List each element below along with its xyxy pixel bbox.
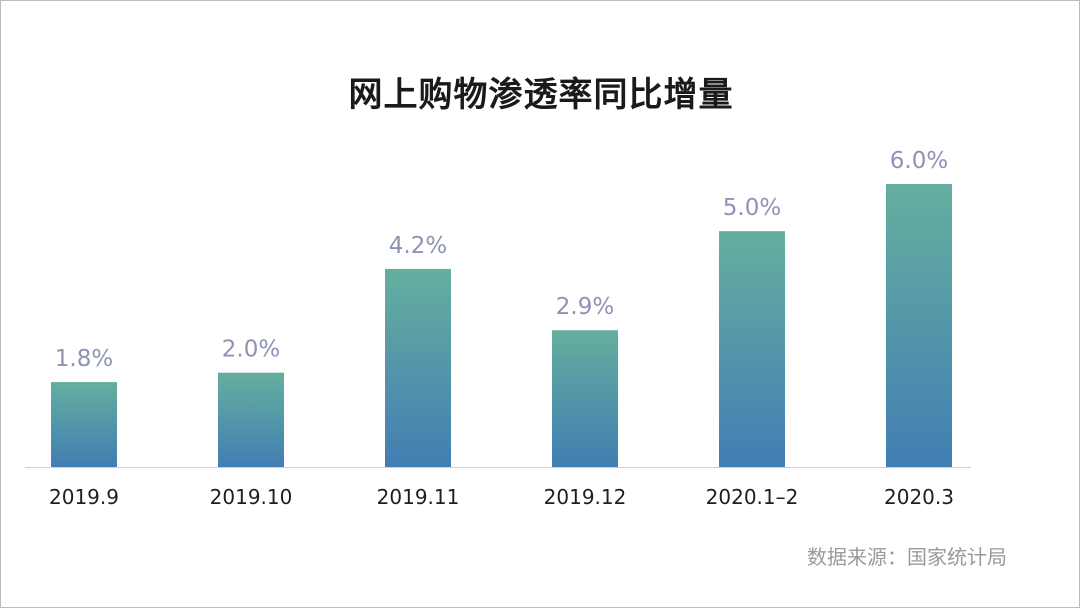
data-label-5: 6.0%	[890, 148, 948, 174]
bar-4	[719, 231, 785, 467]
bar-3	[552, 330, 618, 467]
x-tick-label-5: 2020.3	[884, 485, 954, 509]
data-source-note: 数据来源：国家统计局	[807, 545, 1007, 569]
data-label-2: 4.2%	[389, 233, 447, 259]
x-tick-label-0: 2019.9	[49, 485, 119, 509]
data-label-3: 2.9%	[556, 294, 614, 320]
bar-5	[886, 184, 952, 467]
x-tick-label-4: 2020.1–2	[706, 485, 799, 509]
bar-1	[218, 372, 284, 467]
x-tick-label-2: 2019.11	[377, 485, 460, 509]
x-tick-label-3: 2019.12	[544, 485, 627, 509]
x-tick-labels-group: 2019.9 2019.10 2019.11 2019.12 2020.1–2 2020.…	[49, 485, 954, 509]
x-tick-label-1: 2019.10	[210, 485, 293, 509]
bar-0	[51, 382, 117, 467]
bar-2	[385, 268, 451, 467]
chart-title: 网上购物渗透率同比增量	[348, 75, 734, 115]
data-label-1: 2.0%	[222, 337, 280, 363]
data-label-4: 5.0%	[723, 195, 781, 221]
bars-group	[51, 184, 952, 467]
data-labels-group: 1.8% 2.0% 4.2% 2.9% 5.0% 6.0%	[55, 148, 948, 372]
data-label-0: 1.8%	[55, 346, 113, 372]
